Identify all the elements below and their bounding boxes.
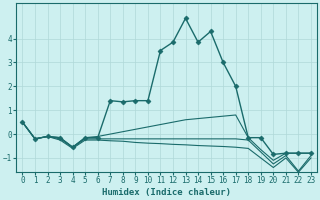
X-axis label: Humidex (Indice chaleur): Humidex (Indice chaleur) [102, 188, 231, 197]
